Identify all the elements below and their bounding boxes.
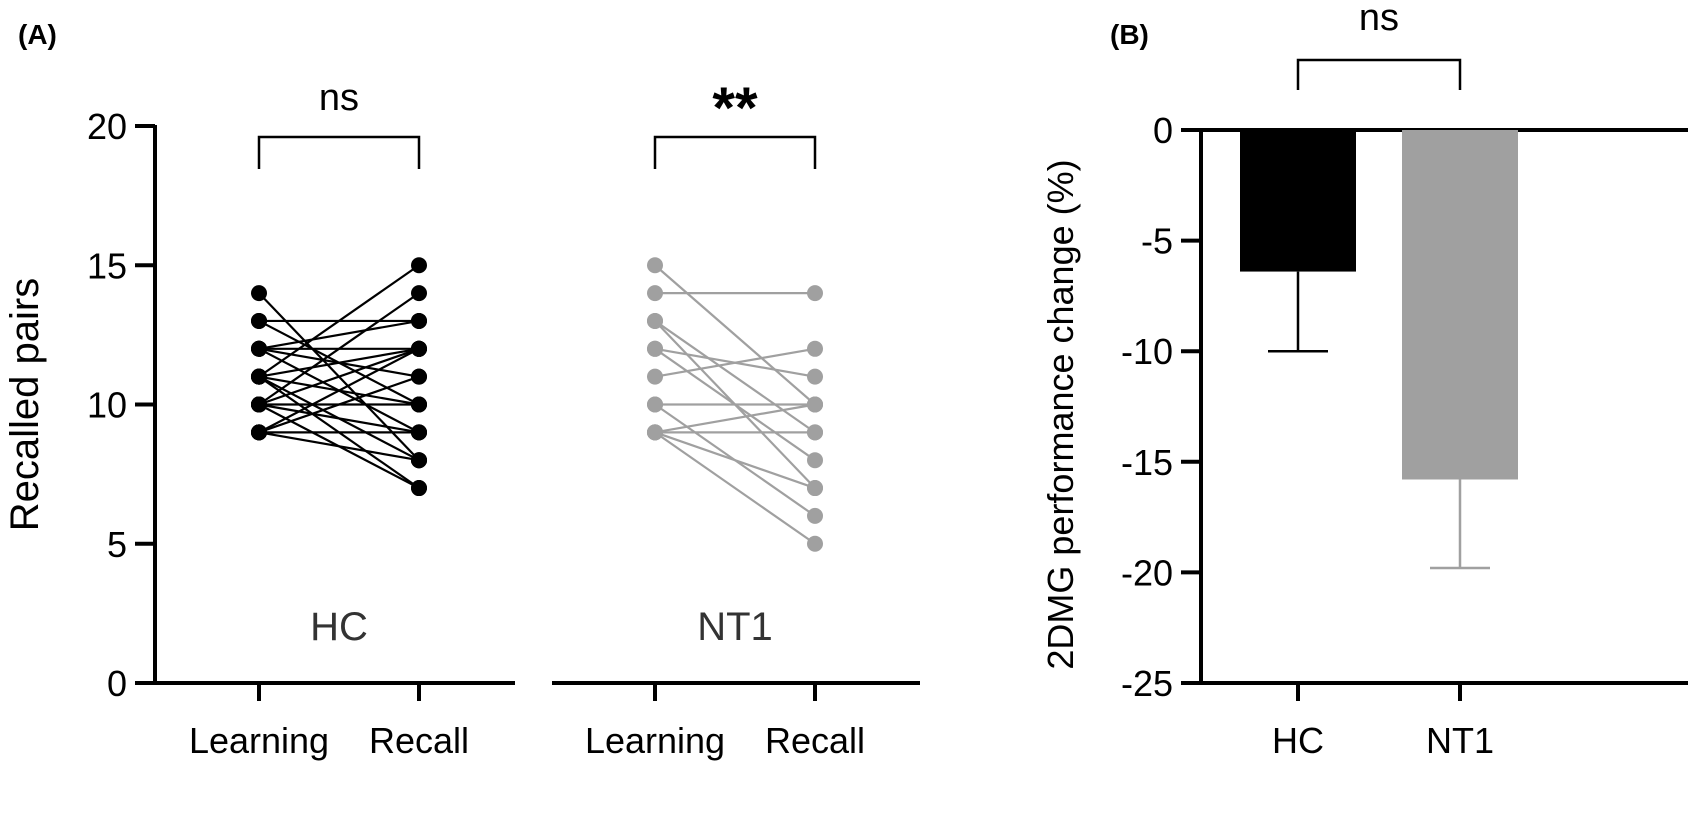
panel-b-y-tick-label: -15 — [1121, 442, 1173, 483]
panel-a-groups: Learning Recall HC ns Learning Recall NT1 ** — [155, 76, 920, 761]
panel-a-learning-point — [251, 285, 267, 302]
panel-a-significance-bracket — [257, 135, 421, 169]
panel-a-pair-line — [654, 403, 816, 434]
panel-a-learning-point — [251, 396, 267, 413]
panel-a-pair-line — [654, 347, 816, 378]
panel-b-bar-chart: 0 -5 -10 -15 -20 -25 2DMG performance change (… — [1040, 0, 1688, 761]
panel-a-recall-point — [411, 368, 427, 385]
panel-a-learning-point — [647, 257, 663, 274]
panel-a-learning-point — [251, 424, 267, 441]
panel-a-pair-line — [654, 264, 816, 406]
panel-b-significance-label: ns — [1359, 0, 1399, 39]
panel-a-pair-line — [258, 431, 420, 462]
panel-b-y-tick-label: -5 — [1141, 221, 1173, 262]
panel-a-pair-line — [258, 292, 420, 406]
panel-a-pair-line — [258, 347, 420, 378]
panel-a-paired-plot: 0 5 10 15 20 Recalled pairs Learning Recall HC n… — [3, 76, 920, 761]
panel-a-learning-point — [251, 312, 267, 329]
panel-b-y-tick-label: -10 — [1121, 331, 1173, 372]
panel-b-bar-group-nt1: NT1 — [1402, 130, 1518, 761]
panel-a-recall-point — [411, 312, 427, 329]
panel-a-recall-point — [807, 452, 823, 469]
panel-a-significance-label: ns — [319, 77, 359, 119]
panel-a-group-nt1: Learning Recall NT1 ** — [552, 76, 920, 761]
panel-b-bar — [1402, 130, 1518, 480]
panel-a-recall-point — [411, 480, 427, 497]
panel-a-recall-point — [807, 507, 823, 524]
panel-b-bar-group-hc: HC — [1240, 130, 1356, 761]
panel-a-recall-point — [411, 340, 427, 357]
panel-a-x-tick-label: Learning — [189, 720, 329, 761]
panel-label-b: (B) — [1110, 19, 1149, 50]
panel-a-learning-point — [647, 396, 663, 413]
panel-a-recall-point — [807, 340, 823, 357]
panel-a-y-tick-label: 5 — [107, 524, 127, 565]
panel-a-learning-point — [647, 368, 663, 385]
panel-b-y-tick-label: -25 — [1121, 663, 1173, 704]
panel-a-pair-line — [258, 264, 420, 378]
panel-b-y-axis-label: 2DMG performance change (%) — [1040, 159, 1081, 669]
panel-a-significance-label: ** — [712, 76, 758, 141]
panel-b-x-tick-label: NT1 — [1426, 720, 1494, 761]
panel-a-recall-point — [807, 424, 823, 441]
panel-a-recall-point — [807, 535, 823, 552]
panel-b-significance-bracket — [1296, 58, 1462, 90]
panel-a-x-tick-label: Recall — [765, 720, 865, 761]
panel-b-x-tick-label: HC — [1272, 720, 1324, 761]
panel-a-y-tick-label: 0 — [107, 663, 127, 704]
panel-a-pair-line — [258, 347, 420, 406]
panel-b-bars: HC NT1 ns — [1240, 0, 1518, 761]
panel-a-recall-point — [411, 424, 427, 441]
panel-b-y-tick-label: 0 — [1153, 110, 1173, 151]
panel-a-recall-point — [411, 396, 427, 413]
panel-a-group-label: HC — [310, 605, 368, 649]
panel-a-learning-point — [647, 285, 663, 302]
panel-a-learning-point — [251, 340, 267, 357]
panel-a-pair-line — [654, 431, 816, 545]
panel-a-x-tick-label: Learning — [585, 720, 725, 761]
panel-a-pair-line — [258, 347, 420, 434]
panel-a-learning-point — [647, 424, 663, 441]
panel-a-pair-line — [654, 431, 816, 490]
panel-a-learning-point — [647, 312, 663, 329]
panel-a-recall-point — [411, 285, 427, 302]
panel-a-pair-line — [654, 320, 816, 434]
panel-a-recall-point — [807, 396, 823, 413]
panel-b-y-tick-label: -20 — [1121, 552, 1173, 593]
panel-b-bar — [1240, 130, 1356, 272]
panel-a-learning-point — [647, 340, 663, 357]
panel-a-recall-point — [411, 452, 427, 469]
panel-a-learning-point — [251, 368, 267, 385]
panel-a-x-tick-label: Recall — [369, 720, 469, 761]
panel-a-recall-point — [807, 368, 823, 385]
panel-a-recall-point — [411, 257, 427, 274]
panel-a-y-tick-label: 10 — [87, 385, 127, 426]
panel-label-a: (A) — [18, 19, 57, 50]
panel-a-y-axis-label: Recalled pairs — [3, 278, 47, 531]
panel-a-pair-line — [258, 375, 420, 434]
panel-a-recall-point — [807, 480, 823, 497]
panel-a-pair-line — [258, 319, 420, 350]
panel-a-y-tick-label: 20 — [87, 106, 127, 147]
panel-a-y-tick-label: 15 — [87, 245, 127, 286]
panel-a-pair-line — [258, 403, 420, 434]
panel-a-y-axis: 0 5 10 15 20 Recalled pairs — [3, 106, 157, 704]
panel-a-group-label: NT1 — [697, 605, 773, 649]
panel-b-y-axis: 0 -5 -10 -15 -20 -25 2DMG performance change (… — [1040, 110, 1688, 704]
panel-a-recall-point — [807, 285, 823, 302]
panel-a-significance-bracket — [653, 135, 817, 169]
panel-a-group-hc: Learning Recall HC ns — [155, 77, 515, 761]
